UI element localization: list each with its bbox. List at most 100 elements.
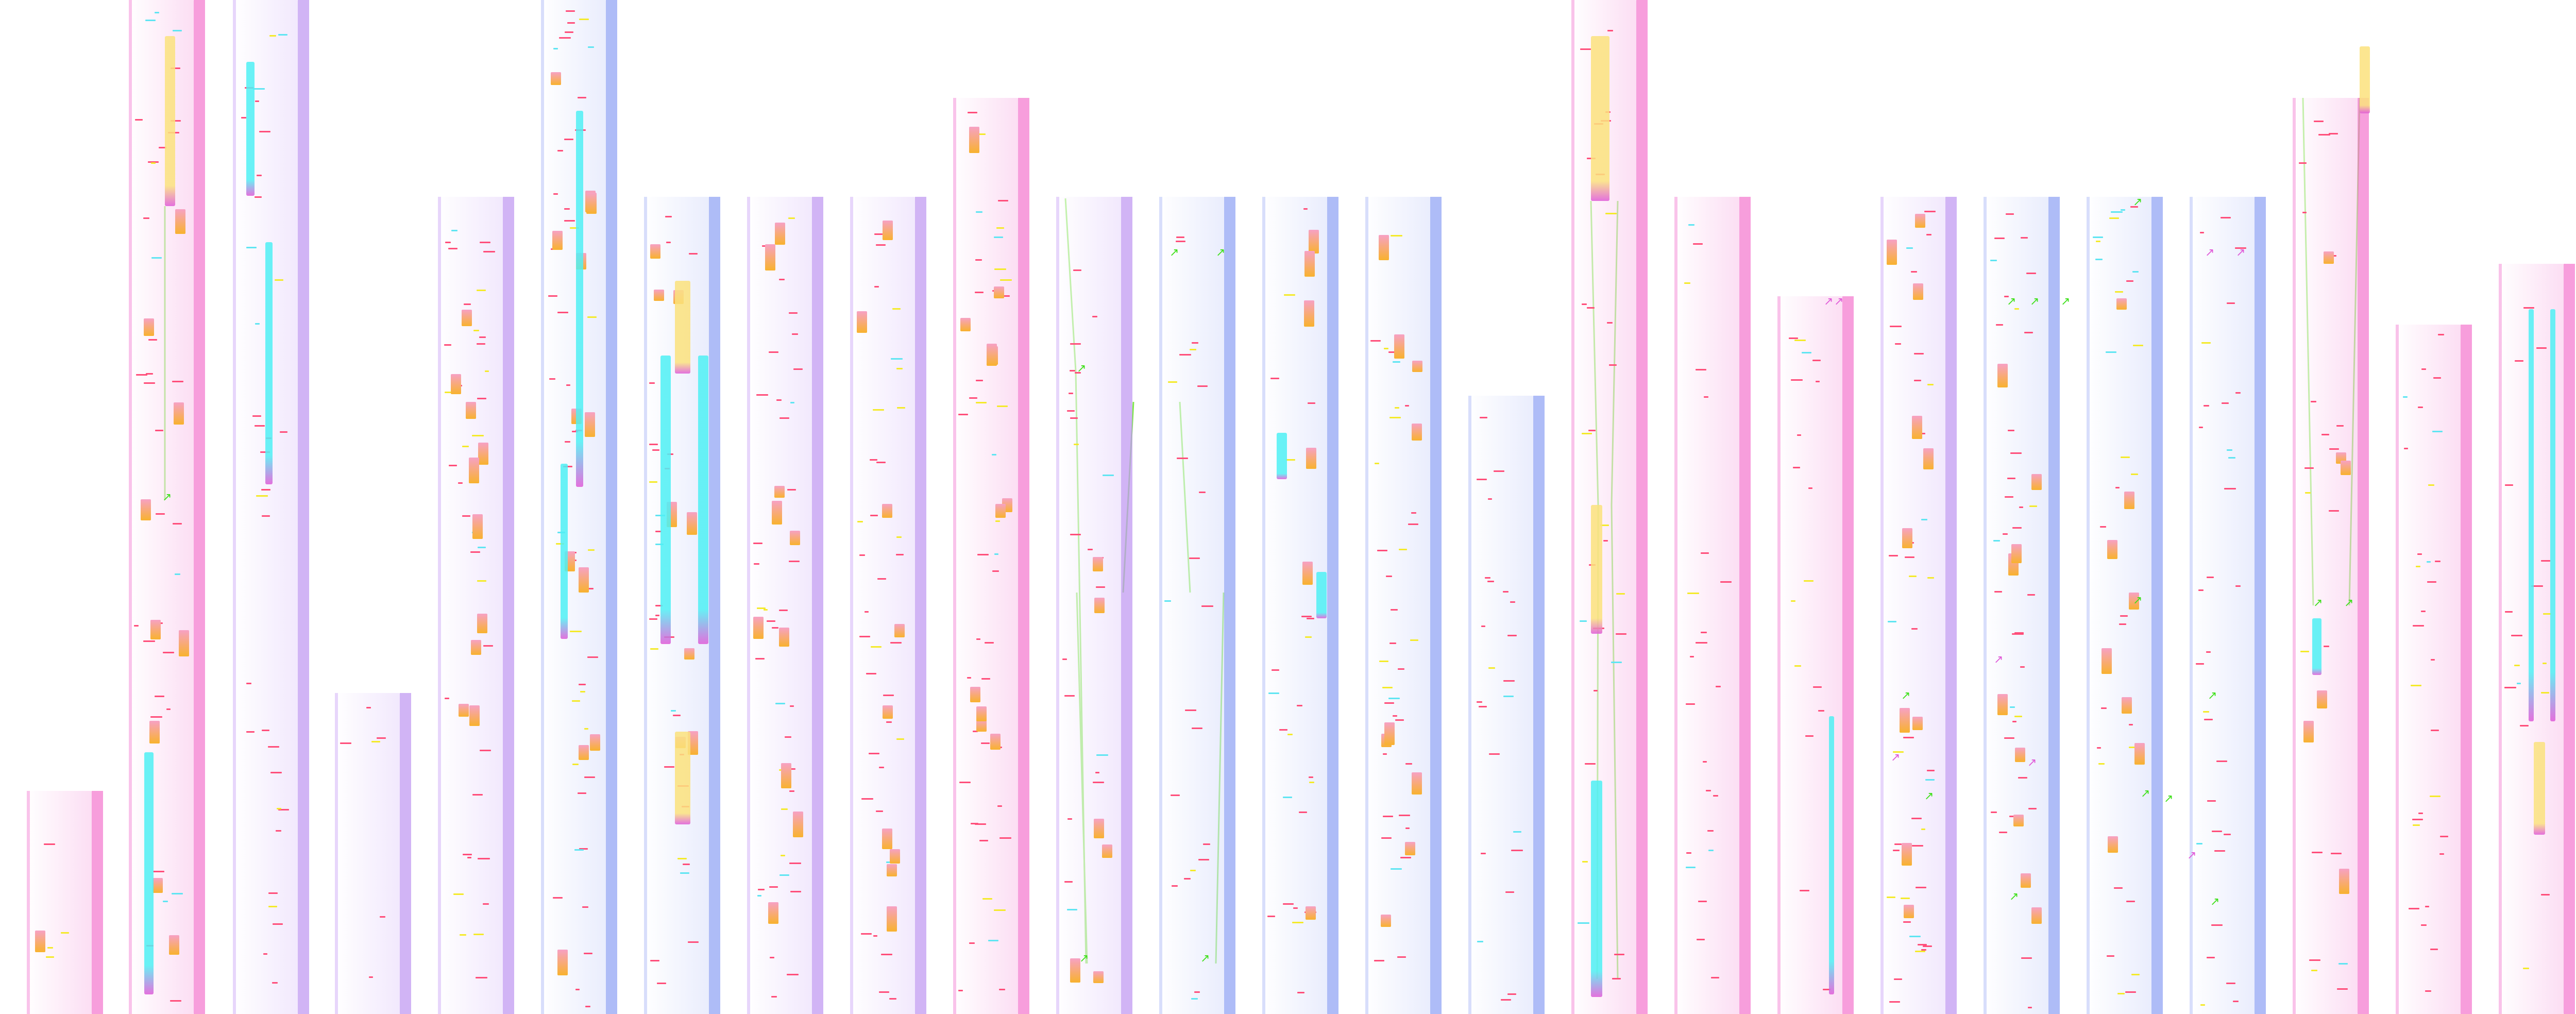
beat-marker — [2198, 589, 2204, 591]
beat-marker — [472, 794, 483, 796]
beat-marker — [2403, 396, 2408, 398]
lane-22 — [2190, 197, 2266, 1014]
beat-marker — [2431, 659, 2435, 661]
beat-marker — [981, 742, 990, 744]
beat-marker — [1582, 861, 1588, 863]
tap-note — [1394, 334, 1404, 359]
beat-marker — [1706, 790, 1711, 791]
beat-marker — [1481, 853, 1486, 854]
beat-marker — [1503, 696, 1514, 697]
tap-note — [150, 620, 161, 639]
beat-marker — [1388, 351, 1396, 353]
beat-marker — [151, 162, 156, 164]
beat-marker — [1513, 831, 1521, 833]
beat-marker — [2211, 924, 2223, 926]
beat-marker — [2517, 683, 2521, 684]
beat-marker — [2413, 625, 2424, 627]
tap-note — [976, 706, 987, 721]
beat-marker — [1912, 845, 1923, 847]
beat-marker — [548, 295, 557, 297]
beat-marker — [1191, 998, 1198, 1000]
beat-marker — [677, 858, 687, 859]
beat-marker — [156, 513, 165, 515]
beat-marker — [1399, 549, 1407, 550]
beat-marker — [655, 544, 664, 545]
beat-marker — [657, 983, 666, 984]
beat-marker — [2003, 533, 2008, 535]
beat-marker — [480, 750, 491, 751]
beat-marker — [148, 339, 157, 341]
tap-note — [887, 864, 897, 876]
beat-marker — [277, 808, 281, 809]
beat-marker — [1383, 753, 1387, 755]
beat-marker — [173, 30, 182, 31]
beat-marker — [1696, 642, 1707, 644]
flick-arrow-magenta-icon: ↗ — [2187, 849, 2197, 862]
lane-9 — [850, 197, 926, 1014]
beat-marker — [1203, 843, 1210, 845]
tap-note — [179, 630, 189, 656]
beat-marker — [999, 989, 1005, 990]
tap-note — [1412, 424, 1422, 441]
beat-marker — [666, 242, 671, 243]
beat-marker — [1696, 369, 1706, 370]
beat-marker — [992, 570, 999, 572]
lane-background — [335, 693, 400, 1014]
beat-marker — [143, 640, 155, 642]
beat-marker — [253, 88, 265, 90]
lane-right-rail — [1945, 197, 1957, 1014]
beat-marker — [380, 916, 385, 918]
beat-marker — [1189, 557, 1200, 559]
beat-marker — [1297, 705, 1302, 706]
beat-marker — [340, 742, 351, 744]
beat-marker — [255, 425, 265, 427]
lane-11 — [1056, 197, 1132, 1014]
beat-marker — [2005, 496, 2013, 498]
beat-marker — [771, 996, 777, 998]
beat-marker — [1703, 761, 1707, 763]
beat-marker — [170, 1000, 181, 1002]
tap-note — [883, 221, 893, 240]
tap-note — [688, 731, 698, 755]
hold-note — [576, 111, 583, 487]
beat-marker — [572, 700, 580, 702]
beat-marker — [1901, 898, 1910, 899]
beat-marker — [1914, 380, 1921, 381]
beat-marker — [1895, 343, 1901, 345]
beat-marker — [975, 259, 982, 261]
tap-note — [1923, 448, 1934, 469]
lane-background — [747, 197, 812, 1014]
beat-marker — [874, 286, 879, 288]
beat-marker — [1611, 662, 1622, 663]
beat-marker — [1297, 992, 1304, 993]
beat-marker — [982, 898, 992, 900]
beat-marker — [873, 935, 877, 937]
hold-note — [144, 752, 154, 994]
flick-arrow-green-icon: ↗ — [1079, 952, 1089, 965]
lane-left-edge — [1056, 197, 1059, 1014]
tap-note — [1093, 557, 1103, 571]
beat-marker — [377, 737, 386, 739]
lane-left-edge — [27, 791, 30, 1014]
beat-marker — [1585, 763, 1596, 765]
beat-marker — [1600, 525, 1609, 526]
tap-note — [1384, 722, 1395, 745]
beat-marker — [1069, 393, 1073, 394]
beat-marker — [2029, 505, 2037, 507]
beat-marker — [1889, 1001, 1900, 1003]
beat-marker — [2418, 407, 2423, 408]
beat-marker — [453, 893, 464, 895]
beat-marker — [44, 843, 55, 845]
beat-marker — [268, 892, 278, 894]
beat-marker — [892, 308, 901, 310]
beat-marker — [1716, 686, 1721, 687]
beat-marker — [1580, 48, 1591, 50]
lane-left-edge — [1777, 296, 1781, 1014]
beat-marker — [1804, 580, 1814, 582]
beat-marker — [1389, 643, 1396, 644]
tap-note — [149, 721, 160, 743]
beat-marker — [1789, 337, 1798, 339]
beat-marker — [1612, 978, 1621, 979]
beat-marker — [857, 521, 863, 522]
beat-marker — [1698, 901, 1707, 902]
